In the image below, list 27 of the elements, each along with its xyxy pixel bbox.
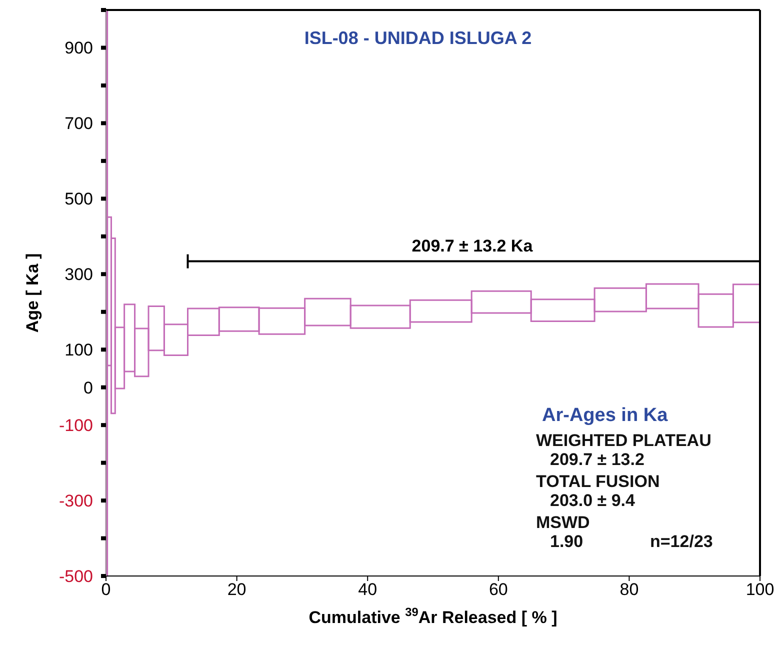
y-tick-label: 100 [64,340,93,360]
annotation: n=12/23 [650,532,713,551]
x-tick-label: 0 [101,580,111,600]
annotation: WEIGHTED PLATEAU [536,431,712,450]
x-tick-label: 80 [620,580,639,600]
y-tick-label: -500 [58,567,93,586]
y-axis-title: Age [ Ka ] [23,253,42,333]
x-tick-label: 100 [746,580,774,600]
x-axis-title: Cumulative $^{39}$Ar Released [ % ] [308,605,558,627]
x-tick-label: 60 [488,580,508,600]
annotation: Ar-Ages in Ka [542,405,669,426]
y-tick-label: 900 [64,38,93,58]
y-tick-label: -100 [58,416,93,436]
text: ISL-08 - UNIDAD ISLUGA 2 [303,28,533,49]
annotation: MSWD [536,513,591,532]
annotation: 203.0 ± 9.4 [550,491,636,510]
annotation: TOTAL FUSION [536,472,661,491]
y-tick-label: 500 [64,190,93,209]
annotation: 1.90 [550,532,584,551]
y-tick-label: 0 [84,378,93,398]
y-tick-label: 300 [64,265,93,284]
y-tick-label: -300 [58,492,93,511]
annotation: 209.7 ± 13.2 Ka [412,236,534,256]
x-tick-label: 20 [227,580,246,600]
x-tick-label: 40 [358,580,378,600]
annotation: 209.7 ± 13.2 [550,450,646,469]
y-tick-label: 700 [64,114,93,134]
